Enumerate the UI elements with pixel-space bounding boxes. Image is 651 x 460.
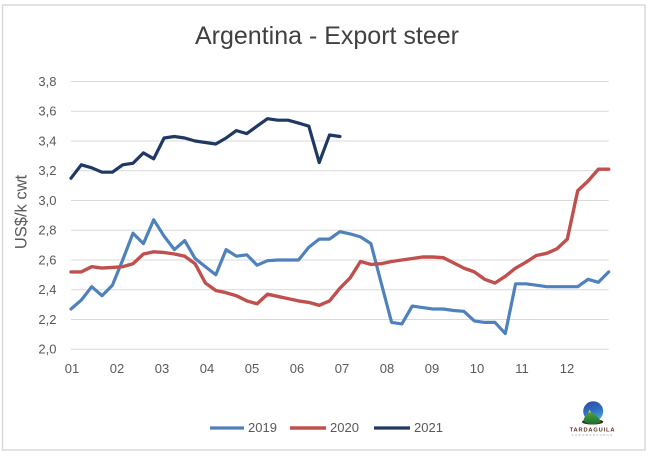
- svg-text:US$/k cwt: US$/k cwt: [13, 174, 31, 249]
- svg-text:04: 04: [200, 361, 214, 376]
- svg-text:02: 02: [110, 361, 124, 376]
- svg-text:2019: 2019: [248, 420, 277, 435]
- svg-text:2,0: 2,0: [38, 342, 56, 357]
- svg-text:2021: 2021: [414, 420, 443, 435]
- svg-text:3,6: 3,6: [38, 104, 56, 119]
- svg-text:2,6: 2,6: [38, 253, 56, 268]
- svg-text:TARDAGUILA: TARDAGUILA: [570, 428, 616, 434]
- svg-text:10: 10: [470, 361, 484, 376]
- svg-text:05: 05: [245, 361, 259, 376]
- svg-text:2,4: 2,4: [38, 282, 56, 297]
- svg-text:2020: 2020: [330, 420, 359, 435]
- svg-text:3,8: 3,8: [38, 74, 56, 89]
- svg-text:3,0: 3,0: [38, 193, 56, 208]
- svg-text:Argentina - Export steer: Argentina - Export steer: [195, 22, 459, 50]
- svg-text:3,2: 3,2: [38, 163, 56, 178]
- svg-text:07: 07: [335, 361, 349, 376]
- svg-text:01: 01: [65, 361, 79, 376]
- svg-text:12: 12: [560, 361, 574, 376]
- svg-text:09: 09: [425, 361, 439, 376]
- svg-text:11: 11: [515, 361, 529, 376]
- svg-text:AGROMERCADOS: AGROMERCADOS: [572, 433, 614, 437]
- svg-text:3,4: 3,4: [38, 134, 56, 149]
- svg-text:03: 03: [155, 361, 169, 376]
- svg-text:2,8: 2,8: [38, 223, 56, 238]
- svg-text:2,2: 2,2: [38, 312, 56, 327]
- svg-text:06: 06: [290, 361, 304, 376]
- svg-text:08: 08: [380, 361, 394, 376]
